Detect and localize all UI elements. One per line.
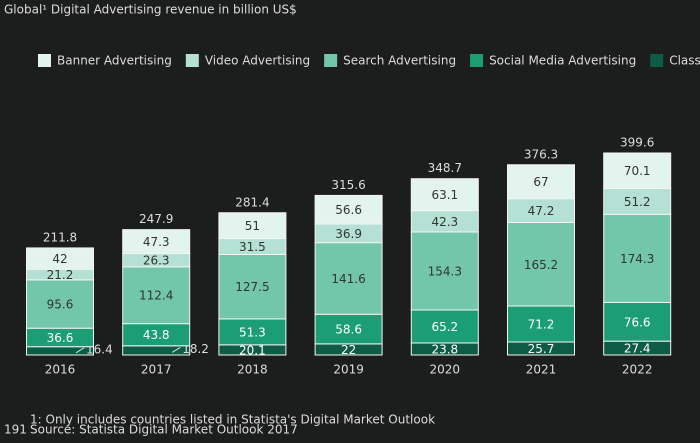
- bar-segment: [26, 247, 94, 270]
- bar-segment: [314, 242, 383, 315]
- x-tick-label: 2020: [430, 363, 461, 377]
- value-label: 51: [245, 219, 260, 233]
- value-label: 43.8: [143, 328, 170, 342]
- bar-segment: [410, 178, 479, 212]
- legend-label: Classifieds: [669, 54, 700, 68]
- legend-label: Search Advertising: [343, 54, 456, 68]
- bar-segment: [122, 266, 191, 325]
- value-label: 47.2: [528, 204, 555, 218]
- value-label: 174.3: [620, 252, 654, 266]
- footnote: 1: Only includes countries listed in Sta…: [30, 413, 435, 427]
- x-tick-label: 2019: [333, 363, 364, 377]
- bar-segment: [410, 231, 479, 311]
- total-label: 399.6: [620, 136, 654, 150]
- leader-line: [171, 346, 181, 353]
- bar-segment: [603, 187, 672, 215]
- bar-segment: [122, 229, 191, 255]
- x-tick-label: 2021: [526, 363, 557, 377]
- value-label: 51.2: [624, 195, 651, 209]
- legend-swatch: [324, 54, 338, 67]
- x-tick-label: 2017: [141, 363, 172, 377]
- bar-segment: [507, 305, 575, 343]
- legend-swatch: [38, 54, 51, 67]
- value-label: 67: [533, 175, 548, 189]
- bar-segment: [218, 253, 287, 320]
- value-label: 70.1: [624, 164, 651, 178]
- x-tick-label: 2018: [237, 363, 268, 377]
- value-label: 31.5: [239, 240, 266, 254]
- leader-line: [75, 347, 85, 354]
- legend-label: Banner Advertising: [57, 54, 172, 68]
- bar-segment: [603, 213, 672, 303]
- value-label: 112.4: [139, 289, 173, 303]
- total-label: 211.8: [43, 230, 77, 244]
- value-label: 21.2: [47, 268, 74, 282]
- value-label: 71.2: [528, 318, 555, 332]
- bar-segment: [507, 164, 575, 200]
- bar-segment: [603, 301, 672, 342]
- value-label: 42: [52, 252, 67, 266]
- bar-segment: [218, 212, 287, 240]
- value-label: 58.6: [335, 323, 362, 337]
- legend-swatch: [650, 54, 664, 67]
- legend-label: Video Advertising: [205, 54, 310, 68]
- value-label: 51.3: [239, 325, 266, 339]
- value-label: 47.3: [143, 235, 170, 249]
- value-label: 36.6: [47, 331, 74, 345]
- value-label: 63.1: [431, 188, 458, 202]
- value-label: 25.7: [528, 342, 555, 356]
- bar-segment: [603, 152, 672, 189]
- x-tick-label: 2016: [45, 363, 76, 377]
- value-label: 36.9: [335, 227, 362, 241]
- chart-title: Global¹ Digital Advertising revenue in b…: [4, 3, 297, 17]
- bar-segment: [218, 318, 287, 346]
- legend-swatch: [470, 54, 484, 67]
- total-label: 247.9: [139, 212, 173, 226]
- value-label: 154.3: [428, 265, 462, 279]
- value-label: 56.6: [335, 203, 362, 217]
- value-label: 26.3: [143, 254, 170, 268]
- source: Source: Statista Digital Market Outlook …: [30, 423, 298, 437]
- value-label: 22: [341, 343, 356, 357]
- value-label: 65.2: [431, 320, 458, 334]
- value-label: 42.3: [431, 215, 458, 229]
- value-label: 20.1: [239, 343, 266, 357]
- x-tick-label: 2022: [622, 363, 653, 377]
- legend-label: Social Media Advertising: [489, 54, 636, 68]
- value-label: 95.6: [47, 298, 74, 312]
- bar-segment: [26, 279, 94, 329]
- value-label: 127.5: [235, 280, 269, 294]
- value-label: 27.4: [624, 342, 651, 356]
- bar-segment: [314, 313, 383, 345]
- legend-swatch: [185, 54, 199, 67]
- value-label: 76.6: [624, 315, 651, 329]
- bar-segment: [410, 309, 479, 344]
- total-label: 315.6: [331, 178, 365, 192]
- bar-segment: [507, 222, 575, 307]
- page-number: 191: [4, 423, 27, 437]
- total-label: 376.3: [524, 147, 558, 161]
- value-label: 141.6: [331, 272, 365, 286]
- value-label: 23.8: [431, 342, 458, 356]
- bar-segment: [314, 194, 383, 225]
- total-label: 281.4: [235, 195, 269, 209]
- value-label: 165.2: [524, 258, 558, 272]
- total-label: 348.7: [428, 161, 462, 175]
